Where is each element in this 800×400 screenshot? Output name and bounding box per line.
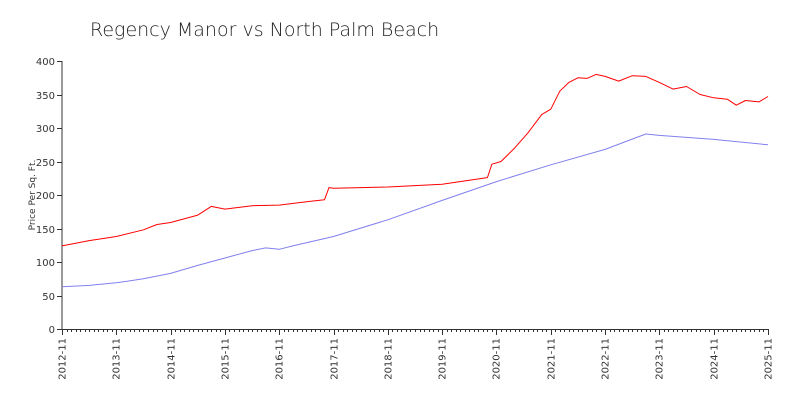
chart-title: Regency Manor vs North Palm Beach — [90, 19, 439, 41]
x-tick-label: 2024-11 — [710, 338, 721, 380]
y-tick-label: 250 — [36, 158, 55, 169]
plot-area — [61, 73, 769, 288]
x-tick-label: 2023-11 — [655, 338, 666, 380]
x-tick-label: 2012-11 — [58, 338, 69, 380]
x-tick-label: 2019-11 — [438, 338, 449, 380]
y-tick-label: 300 — [36, 124, 55, 135]
x-tick-label: 2025-11 — [764, 338, 775, 380]
series-line-2 — [61, 133, 769, 288]
y-tick-label: 200 — [36, 191, 55, 202]
y-tick-label: 350 — [36, 91, 55, 102]
y-tick-label: 50 — [42, 292, 55, 303]
y-tick-label: 100 — [36, 258, 55, 269]
x-tick-label: 2013-11 — [112, 338, 123, 380]
x-tick-label: 2020-11 — [492, 338, 503, 380]
x-tick-label: 2021-11 — [547, 338, 558, 380]
series-line-1 — [61, 73, 769, 247]
y-axis-label: Price Per Sq. Ft. — [28, 160, 38, 231]
y-tick-label: 0 — [49, 325, 55, 336]
x-tick-label: 2016-11 — [275, 338, 286, 380]
y-axis: 0 50 100 150 200 250 300 350 400 — [36, 57, 63, 336]
x-tick-label: 2015-11 — [221, 338, 232, 380]
y-tick-label: 400 — [36, 57, 55, 68]
x-tick-label: 2022-11 — [601, 338, 612, 380]
y-tick-label: 150 — [36, 225, 55, 236]
x-tick-label: 2017-11 — [330, 338, 341, 380]
x-tick-label: 2014-11 — [167, 338, 178, 380]
x-axis: 2012-11 2013-11 2014-11 2015-11 2016-11 2017-… — [58, 329, 775, 380]
x-tick-label: 2018-11 — [384, 338, 395, 380]
